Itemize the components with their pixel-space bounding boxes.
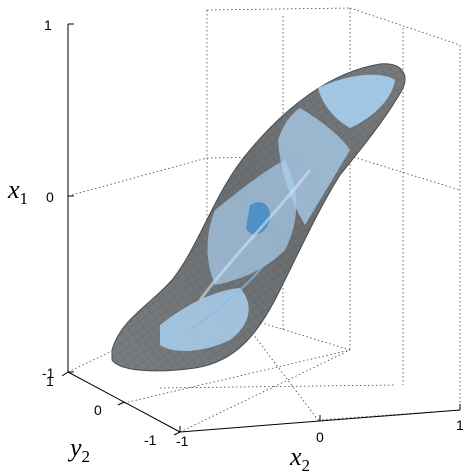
y2-tick-label: -1 [144, 432, 157, 448]
surface-highlight-band [278, 108, 350, 225]
x2-tick-label: 0 [316, 429, 324, 445]
y2-tick-label: 0 [94, 402, 102, 418]
y2-axis-label: y2 [67, 433, 90, 466]
y2-tick-label: 1 [46, 373, 54, 389]
x2-axis-label: x2 [289, 442, 310, 472]
surface-highlight-top [318, 74, 395, 128]
x2-tick-label: -1 [176, 433, 189, 449]
x1-tick-label: 1 [44, 17, 52, 33]
surface [111, 63, 406, 372]
surface-highlight-accent [246, 202, 271, 235]
axes-frame [61, 23, 461, 436]
x1-axis-label: x1 [7, 175, 28, 208]
x1-tick-label: -1 [42, 365, 55, 381]
x1-tick-label: 0 [46, 189, 54, 205]
x2-tick-label: 1 [456, 417, 464, 433]
